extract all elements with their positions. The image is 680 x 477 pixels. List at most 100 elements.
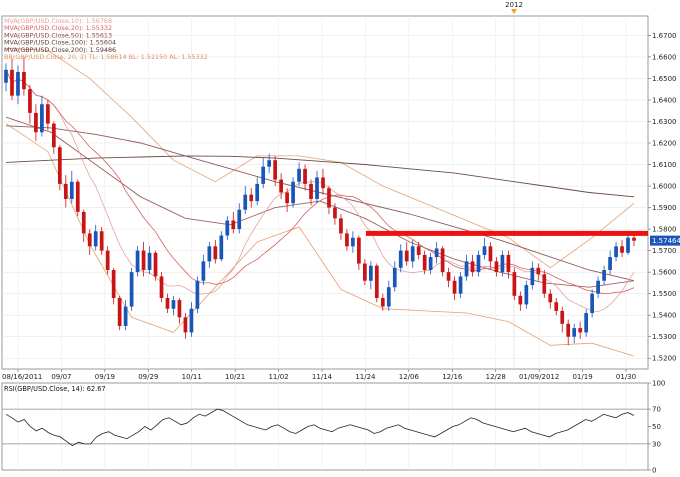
candle-body [602, 269, 606, 281]
candle-body [279, 179, 283, 193]
price-tick-label: 1.5500 [652, 290, 677, 298]
candle-body [261, 166, 266, 184]
legend-entry: MVA(GBP/USD.Close,20): 1.55332 [4, 24, 112, 32]
legend-entry: BB(GBP/USD.Close, 20, 2) TL: 1.58614 BL:… [4, 53, 208, 61]
candle-body [440, 248, 445, 273]
legend-entry: MVA(GBP/USD.Close,100): 1.55604 [4, 39, 116, 47]
price-tick-label: 1.5400 [652, 312, 677, 320]
candle-body [321, 177, 325, 189]
x-tick-label: 12/16 [442, 373, 463, 381]
mva10-line [5, 69, 635, 312]
moving-average-line [5, 155, 635, 198]
candle-body [177, 300, 182, 318]
candle-body [536, 267, 541, 275]
x-tick-label: 10/11 [182, 373, 202, 381]
candle-body [171, 300, 176, 309]
candle-body [476, 254, 481, 273]
legend-entry: MVA(GBP/USD.Close,50): 1.55613 [4, 31, 112, 39]
rsi-line [5, 408, 635, 447]
candle-body [422, 254, 427, 270]
rsi-panel-frame [1, 382, 649, 471]
x-tick-label: 09/19 [95, 373, 115, 381]
x-tick-label: 09/29 [138, 373, 158, 381]
candle-body [129, 272, 134, 307]
candle-body [231, 220, 236, 230]
candle-body [303, 168, 307, 184]
candle-body [69, 181, 74, 199]
candle-body [596, 280, 600, 294]
price-panel-frame [1, 15, 649, 370]
price-tick-label: 1.6700 [652, 32, 677, 40]
x-tick-label: 11/24 [355, 373, 376, 381]
price-tick-label: 1.6400 [652, 96, 677, 104]
candle-body [40, 104, 44, 133]
period-marker-icon [511, 9, 517, 14]
candle-body [117, 297, 122, 326]
candle-body [500, 254, 505, 273]
candle-body [267, 160, 272, 167]
candle-body [339, 218, 343, 234]
candle-body [434, 248, 439, 258]
candle-body [309, 183, 313, 199]
candle-body [213, 246, 218, 260]
candle-body [93, 231, 98, 247]
candle-body [46, 104, 50, 124]
candle-body [135, 250, 140, 273]
candle-body [363, 263, 367, 281]
moving-average-line [5, 125, 635, 282]
price-tick-label: 1.6000 [652, 183, 677, 191]
candle-body [201, 261, 206, 281]
candle-body [512, 272, 517, 296]
candle-body [315, 177, 319, 199]
candle-body [494, 261, 499, 273]
candle-body [446, 272, 451, 281]
candle-body [506, 254, 511, 273]
candle-body [404, 250, 409, 262]
candle-body [195, 280, 200, 309]
legend-entry: MVA(GBP/USD.Close,200): 1.59486 [4, 46, 116, 54]
bollinger-lower-line [5, 123, 635, 357]
candle-body [608, 257, 612, 270]
candle-body [237, 209, 242, 230]
price-tick-label: 1.6200 [652, 139, 677, 147]
resistance-level-bar [366, 230, 648, 236]
candle-body [249, 194, 254, 202]
candle-body [189, 308, 194, 333]
rsi-tick-label: 30 [652, 440, 661, 448]
x-tick-label: 01/30 [616, 373, 636, 381]
candle-body [165, 297, 170, 309]
candle-body [87, 233, 92, 247]
candle-body [614, 246, 618, 258]
candle-body [159, 276, 164, 298]
candle-body [34, 112, 38, 133]
candle-body [524, 285, 529, 305]
candle-body [327, 188, 331, 208]
candle-body [333, 207, 337, 219]
rsi-tick-label: 0 [652, 467, 656, 475]
candle-body [99, 231, 104, 251]
mva20-line [5, 69, 635, 295]
candle-body [147, 252, 152, 270]
candle-body [416, 246, 421, 255]
period-marker-label: 2012 [505, 1, 523, 9]
rsi-legend-label: RSI(GBP/USD.Close, 14): 62.67 [4, 385, 106, 393]
candle-body [398, 250, 403, 268]
x-tick-label: 12/06 [399, 373, 420, 381]
candle-body [63, 183, 68, 199]
candle-body [285, 192, 289, 204]
candle-body [51, 123, 56, 148]
candle-body [518, 295, 523, 305]
candle-body [620, 246, 624, 253]
candle-body [452, 280, 457, 294]
price-tick-label: 1.5700 [652, 247, 677, 255]
rsi-tick-label: 70 [652, 406, 661, 414]
x-tick-label: 01/19 [572, 373, 592, 381]
last-price-label: 1.57464 [652, 237, 680, 245]
rsi-tick-label: 50 [652, 423, 661, 431]
candle-body [482, 246, 487, 255]
x-tick-label: 11/14 [312, 373, 333, 381]
candle-body [81, 211, 86, 234]
candle-body [243, 194, 248, 210]
